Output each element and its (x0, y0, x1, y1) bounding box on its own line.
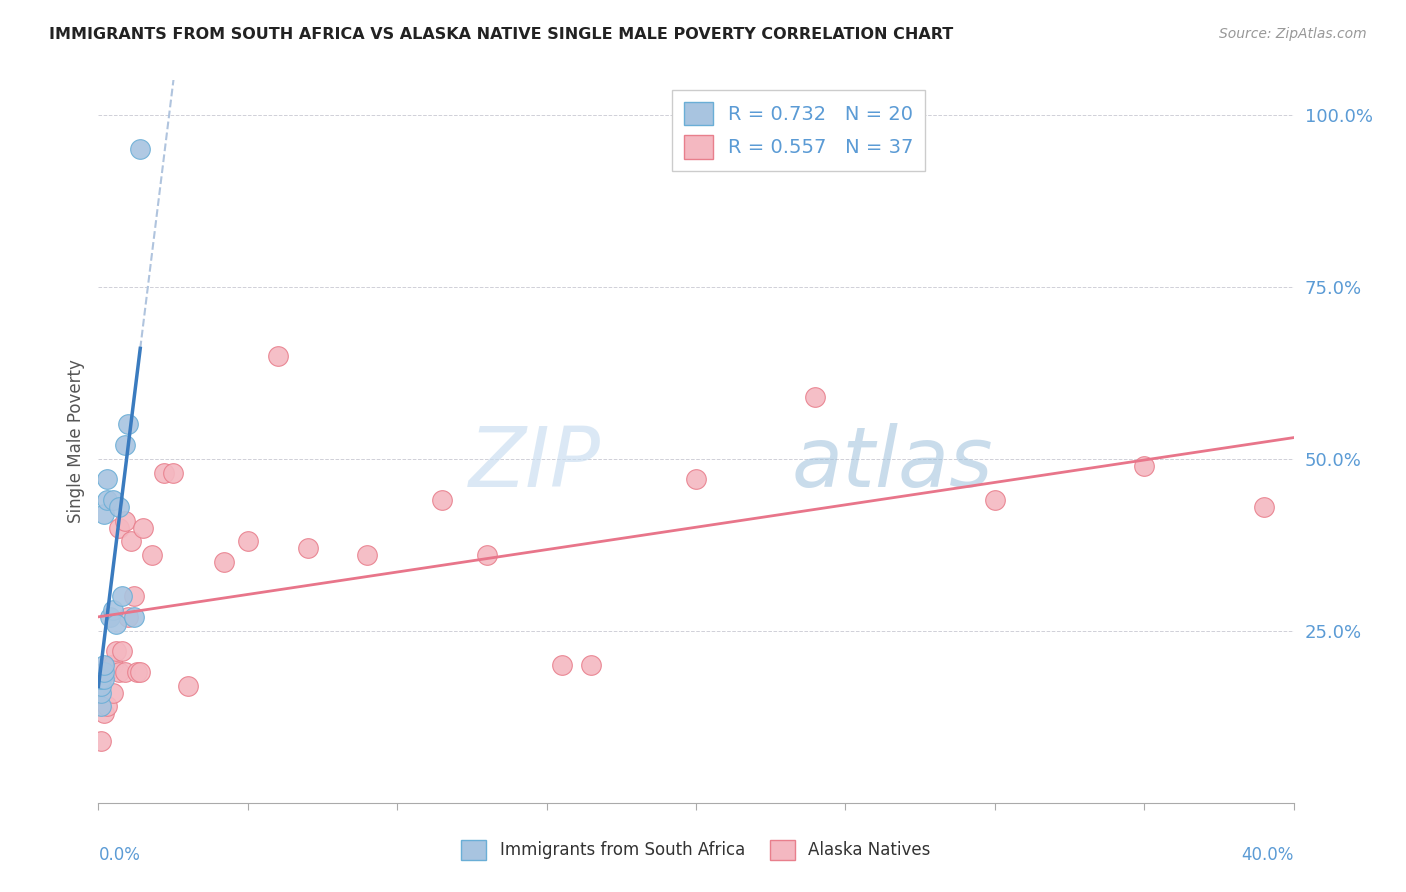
Legend: Immigrants from South Africa, Alaska Natives: Immigrants from South Africa, Alaska Nat… (454, 833, 938, 867)
Point (96, 472, 118, 486)
Point (1133, 458, 1156, 473)
Point (124, 590, 146, 604)
Point (98, 658, 122, 673)
Point (177, 679, 200, 693)
Point (108, 665, 131, 679)
Point (105, 644, 128, 658)
Point (430, 493, 453, 508)
Point (93, 507, 115, 521)
Point (98, 610, 122, 624)
Point (103, 686, 125, 700)
Text: Source: ZipAtlas.com: Source: ZipAtlas.com (1219, 27, 1367, 41)
Point (297, 541, 319, 556)
Point (267, 349, 290, 363)
Point (108, 520, 131, 534)
Point (90, 734, 112, 748)
Point (117, 610, 139, 624)
Point (90, 686, 112, 700)
Point (93, 665, 115, 679)
Point (212, 555, 235, 569)
Point (129, 665, 152, 679)
Point (141, 548, 163, 562)
Point (90, 699, 112, 714)
Text: 0.0%: 0.0% (98, 847, 141, 864)
Point (1253, 500, 1275, 514)
Point (114, 665, 136, 679)
Point (90, 679, 112, 693)
Point (804, 390, 827, 404)
Point (93, 706, 115, 721)
Point (103, 658, 125, 673)
Text: atlas: atlas (792, 423, 993, 504)
Point (356, 548, 378, 562)
Point (685, 472, 707, 486)
Point (475, 548, 498, 562)
Point (127, 665, 149, 679)
Point (111, 590, 134, 604)
Point (93, 658, 115, 673)
Point (236, 534, 259, 549)
Point (96, 493, 118, 508)
Point (108, 500, 131, 514)
Point (162, 466, 184, 480)
Point (984, 493, 1007, 508)
Text: IMMIGRANTS FROM SOUTH AFRICA VS ALASKA NATIVE SINGLE MALE POVERTY CORRELATION CH: IMMIGRANTS FROM SOUTH AFRICA VS ALASKA N… (49, 27, 953, 42)
Point (114, 438, 136, 452)
Point (124, 610, 146, 624)
Point (96, 665, 118, 679)
Point (103, 493, 125, 508)
Point (120, 534, 142, 549)
Point (114, 514, 136, 528)
Point (111, 644, 134, 658)
Text: 40.0%: 40.0% (1241, 847, 1294, 864)
Point (129, 142, 152, 156)
Point (550, 658, 572, 673)
Point (90, 672, 112, 686)
Point (103, 603, 125, 617)
Point (96, 699, 118, 714)
Text: ZIP: ZIP (468, 423, 600, 504)
Y-axis label: Single Male Poverty: Single Male Poverty (66, 359, 84, 524)
Point (581, 658, 603, 673)
Point (117, 417, 139, 432)
Point (153, 466, 176, 480)
Point (93, 672, 115, 686)
Point (105, 616, 128, 631)
Point (132, 520, 155, 534)
